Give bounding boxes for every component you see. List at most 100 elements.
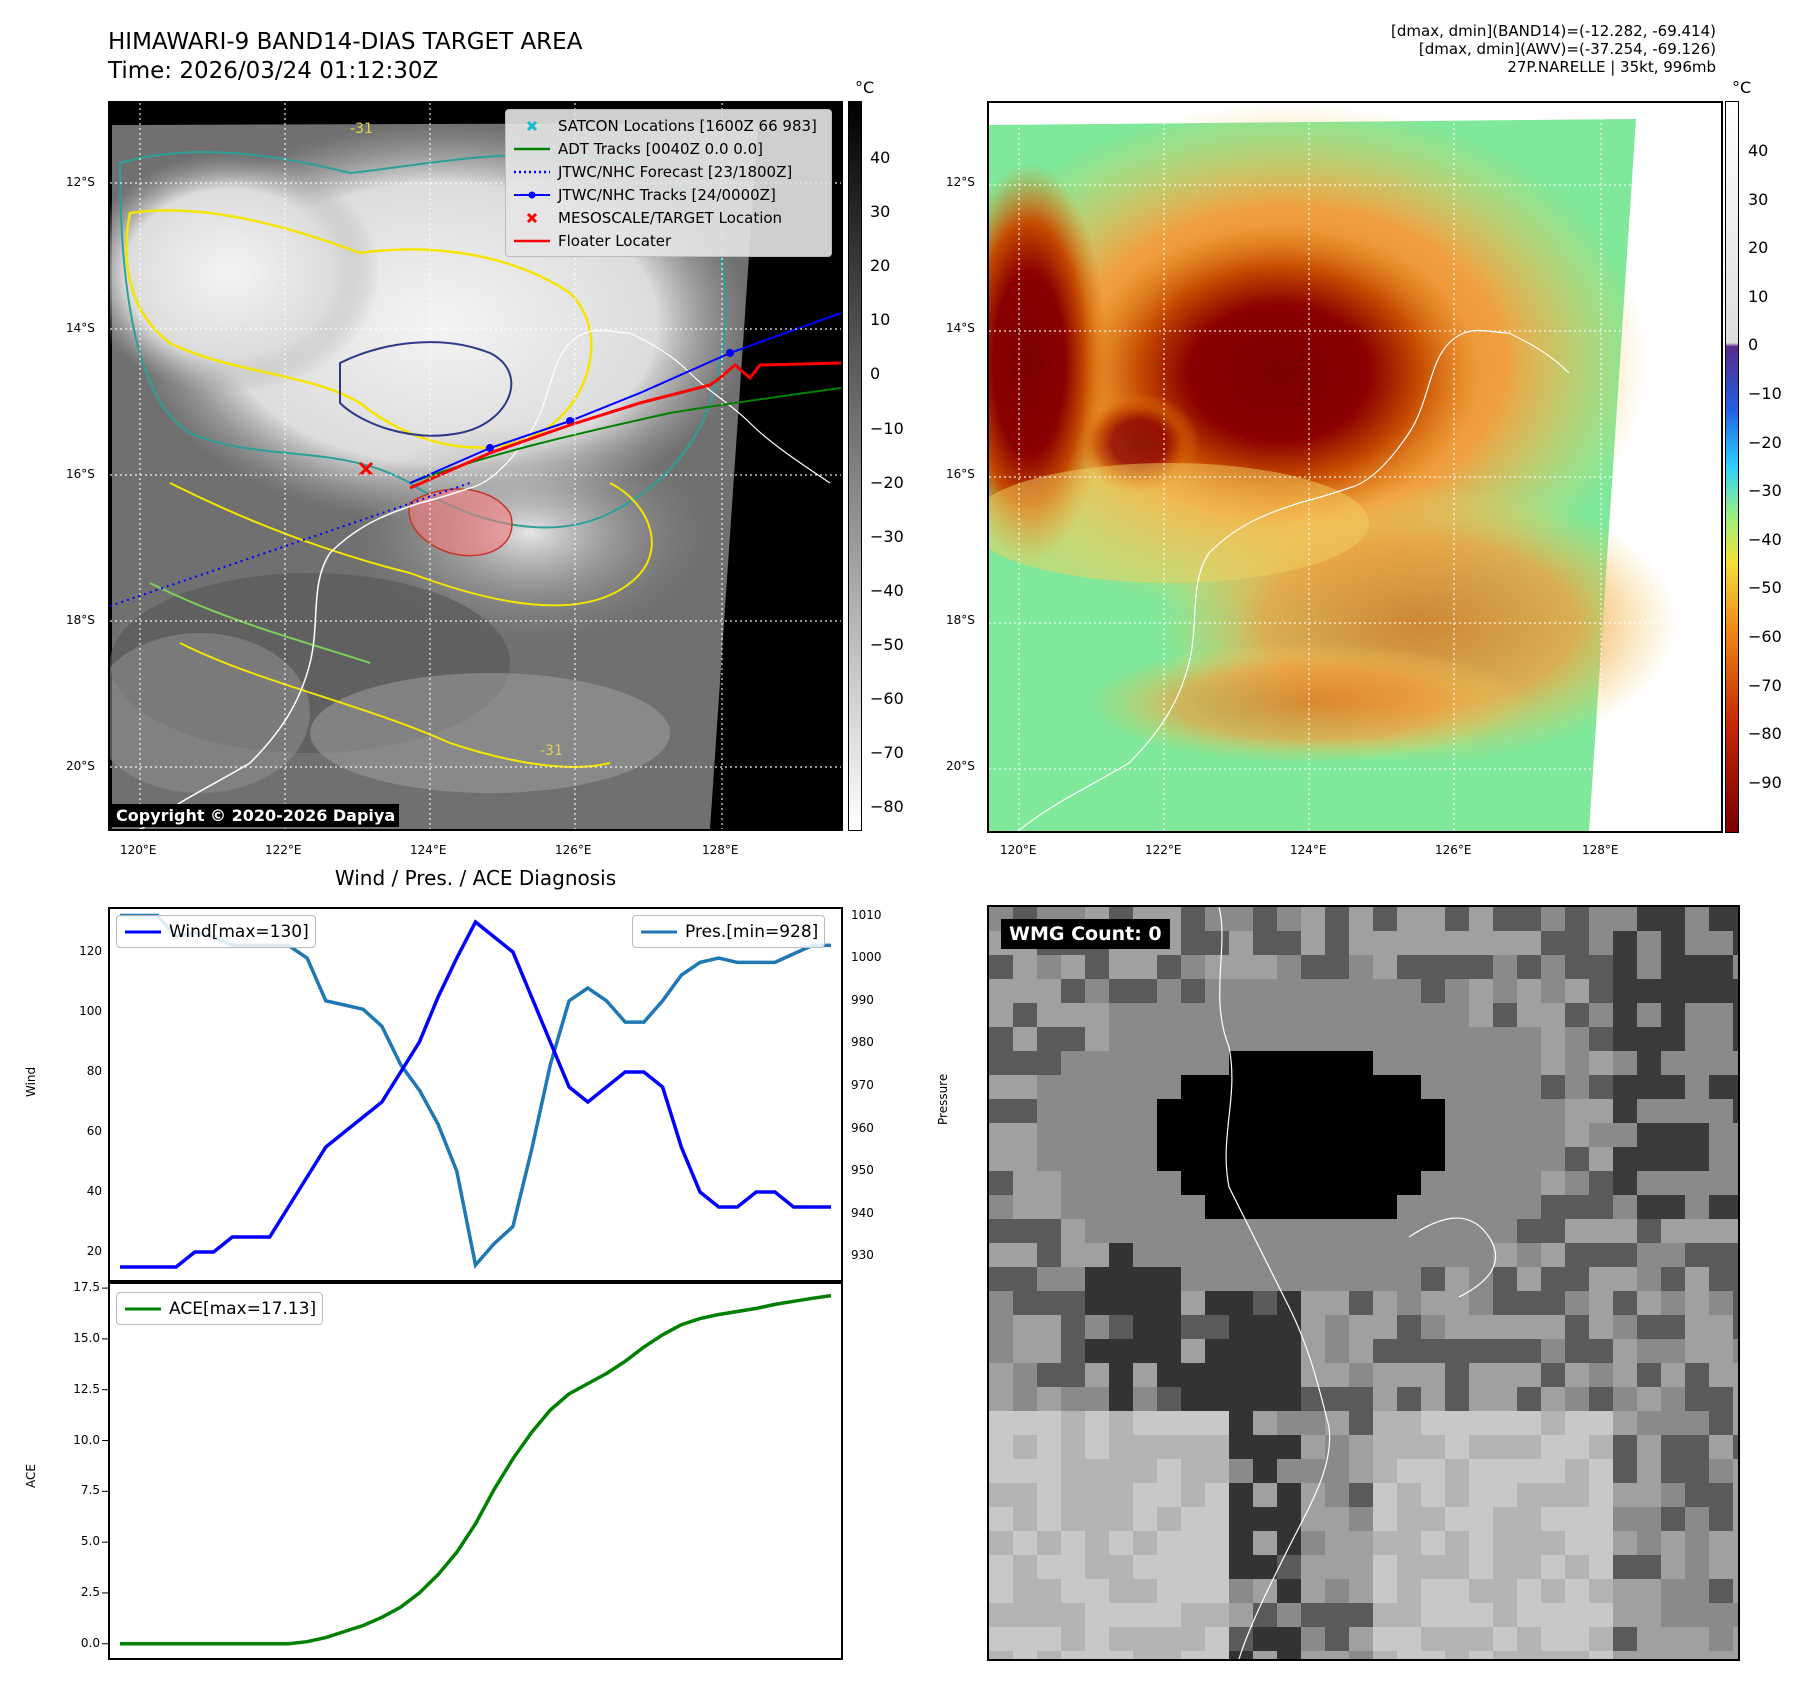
ir-lat-14s: 14°S (66, 321, 95, 335)
ace-svg (102, 1282, 843, 1660)
legend-item-ace: ACE[max=17.13] (123, 1297, 316, 1320)
ir-colorbar-tick: −10 (870, 418, 904, 438)
diagnosis-title: Wind / Pres. / ACE Diagnosis (334, 866, 617, 890)
title-time: Time: 2026/03/24 01:12:30Z (108, 58, 439, 84)
wmg-coastline-2 (1408, 1217, 1497, 1298)
pressure-y-tick-label: 950 (851, 1163, 874, 1178)
ir-lat-12s: 12°S (66, 175, 95, 189)
pressure-y-tick-label: 970 (851, 1077, 874, 1092)
ace-y-tick-label: 15.0 (73, 1330, 100, 1345)
legend-item-forecast: JTWC/NHC Forecast [23/1800Z] (512, 160, 825, 183)
pressure-axis-label: Pressure (936, 1073, 950, 1125)
awv-colorbar (1725, 101, 1739, 833)
storm-info: [dmax, dmin](BAND14)=(-12.282, -69.414) … (1116, 22, 1716, 76)
wind-axis-label: Wind (24, 1066, 38, 1097)
contour-label-bottom: -31 (540, 743, 563, 759)
wmg-panel: WMG Count: 0 (987, 905, 1740, 1661)
pressure-y-tick-label: 980 (851, 1035, 874, 1050)
awv-colorbar-tick: −20 (1748, 432, 1782, 452)
ace-chart: 0.0 2.5 5.0 7.5 10.0 12.5 15.0 17.5 (60, 1280, 843, 1664)
ir-legend: SATCON Locations [1600Z 66 983] ADT Trac… (505, 109, 832, 257)
ir-colorbar-tick: 30 (870, 202, 891, 222)
ace-y-tick-label: 2.5 (80, 1584, 100, 1599)
ir-colorbar-tick: 20 (870, 256, 891, 276)
wind-y-tick-label: 40 (86, 1184, 102, 1198)
legend-item-adt: ADT Tracks [0040Z 0.0 0.0] (512, 137, 825, 160)
ir-lat-16s: 16°S (66, 467, 95, 481)
title-line-1: HIMAWARI-9 BAND14-DIAS TARGET AREA (108, 29, 583, 55)
ace-plot-frame (108, 1282, 843, 1660)
pressure-y-tick-label: 940 (851, 1205, 874, 1220)
ir-colorbar-unit: °C (855, 78, 875, 97)
wind-y-tick-label: 60 (86, 1124, 102, 1138)
awv-lat-16s: 16°S (946, 467, 975, 481)
ace-legend: ACE[max=17.13] (116, 1292, 324, 1325)
awv-colorbar-tick: −10 (1748, 384, 1782, 403)
wind-series-line (120, 919, 831, 1269)
ir-map-panel: -31 -31 SATCON Locations [1600Z 66 983] (108, 101, 843, 831)
ir-colorbar-tick: −30 (870, 526, 904, 546)
satcon-x-icon (512, 118, 552, 134)
wind-plot-frame (108, 907, 843, 1282)
wind-pressure-svg (108, 907, 843, 1282)
wmg-count-badge: WMG Count: 0 (1001, 919, 1170, 949)
legend-label-tracks: JTWC/NHC Tracks [24/0000Z] (558, 185, 776, 204)
awv-lon-124e: 124°E (1290, 843, 1327, 857)
dminmax-band14: [dmax, dmin](BAND14)=(-12.282, -69.414) (1391, 22, 1716, 40)
ir-colorbar-tick: 0 (870, 364, 881, 384)
wmg-coastline (1218, 907, 1331, 1659)
pressure-legend: Pres.[min=928] (632, 915, 826, 948)
ir-lat-20s: 20°S (66, 759, 95, 773)
ir-lon-122e: 122°E (265, 843, 302, 857)
wmg-image (989, 907, 1738, 1659)
pressure-y-tick-label: 990 (851, 992, 874, 1007)
legend-item-tracks: JTWC/NHC Tracks [24/0000Z] (512, 183, 825, 206)
awv-colorbar-tick: −50 (1748, 578, 1782, 598)
ace-series-line (120, 1293, 832, 1646)
legend-label-pressure: Pres.[min=928] (685, 921, 819, 942)
wind-y-tick-label: 100 (79, 1004, 102, 1018)
forecast-dotted-icon (512, 164, 552, 180)
ir-colorbar-tick: 10 (870, 310, 891, 330)
pressure-y-tick-label: 960 (851, 1120, 874, 1135)
awv-map-image (989, 103, 1721, 831)
awv-lat-20s: 20°S (946, 759, 975, 773)
legend-item-mesoscale: MESOSCALE/TARGET Location (512, 206, 825, 229)
ir-colorbar-tick: 40 (870, 148, 891, 167)
ir-lon-126e: 126°E (555, 843, 592, 857)
ace-line-icon (123, 1301, 163, 1317)
floater-line-icon (512, 233, 552, 249)
awv-lon-120e: 120°E (1000, 843, 1037, 857)
awv-lon-126e: 126°E (1435, 843, 1472, 857)
wind-line-icon (123, 924, 163, 940)
storm-name-intensity: 27P.NARELLE | 35kt, 996mb (1507, 58, 1716, 76)
ir-lat-18s: 18°S (66, 613, 95, 627)
wmg-pixel-grid (989, 907, 1738, 1659)
legend-item-satcon: SATCON Locations [1600Z 66 983] (512, 114, 825, 137)
awv-lon-128e: 128°E (1582, 843, 1619, 857)
legend-item-pressure: Pres.[min=928] (639, 920, 818, 943)
legend-item-floater: Floater Locater (512, 229, 825, 252)
awv-colorbar-tick: −30 (1748, 481, 1782, 501)
ir-colorbar-tick: −50 (870, 634, 904, 654)
awv-colorbar-tick: −60 (1748, 627, 1782, 646)
awv-lat-12s: 12°S (946, 175, 975, 189)
pressure-y-tick-label: 1000 (851, 950, 882, 965)
adt-line-icon (512, 141, 552, 157)
wind-y-tick-label: 80 (86, 1064, 102, 1078)
legend-label-adt: ADT Tracks [0040Z 0.0 0.0] (558, 139, 763, 158)
awv-colorbar-unit: °C (1732, 78, 1752, 97)
legend-label-floater: Floater Locater (558, 231, 672, 250)
awv-colorbar-tick: −70 (1748, 675, 1782, 695)
ir-lon-128e: 128°E (702, 843, 739, 857)
ace-axis-label: ACE (24, 1464, 38, 1488)
legend-item-wind: Wind[max=130] (123, 920, 309, 943)
awv-colorbar-tick: 40 (1748, 141, 1769, 160)
wind-legend: Wind[max=130] (116, 915, 316, 948)
awv-colorbar-tick: 10 (1748, 286, 1769, 306)
ir-colorbar-tick: −60 (870, 689, 904, 708)
pressure-y-tick-label: 930 (851, 1248, 874, 1263)
ir-colorbar-tick: −40 (870, 580, 904, 600)
awv-colorbar-tick: −40 (1748, 529, 1782, 549)
ir-lon-120e: 120°E (120, 843, 157, 857)
